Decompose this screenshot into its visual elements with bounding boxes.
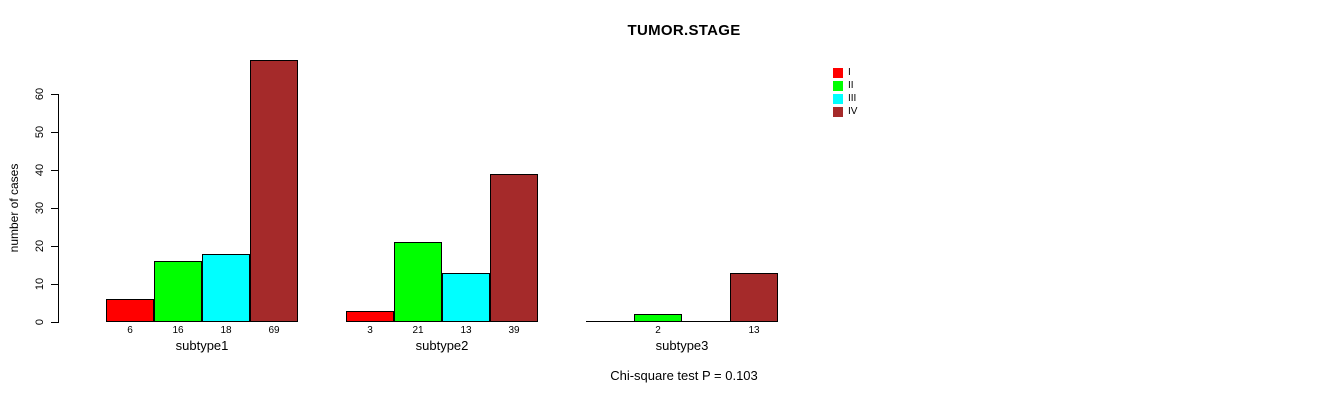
y-axis-tick-label: 30 bbox=[34, 201, 46, 215]
bar-value-label: 21 bbox=[412, 325, 424, 336]
y-axis-tick bbox=[51, 208, 58, 209]
bar-value-label: 16 bbox=[172, 325, 184, 336]
legend-swatch-icon bbox=[833, 80, 843, 91]
category-label-subtype1: subtype1 bbox=[175, 338, 229, 353]
chart-title: TUMOR.STAGE bbox=[627, 22, 741, 39]
bar-IV-subtype3 bbox=[730, 273, 778, 322]
bar-value-label: 69 bbox=[268, 325, 280, 336]
y-axis-tick-label: 60 bbox=[34, 87, 46, 101]
category-label-subtype3: subtype3 bbox=[655, 338, 709, 353]
bar-value-label: 13 bbox=[748, 325, 760, 336]
y-axis-tick-label: 10 bbox=[34, 277, 46, 291]
y-axis-tick bbox=[51, 246, 58, 247]
bar-I-subtype1 bbox=[106, 299, 154, 322]
y-axis-tick bbox=[51, 94, 58, 95]
y-axis-label: number of cases bbox=[7, 163, 21, 253]
legend-row-II: II bbox=[833, 79, 857, 92]
bar-value-label: 39 bbox=[508, 325, 520, 336]
legend-row-IV: IV bbox=[833, 105, 857, 118]
y-axis-tick bbox=[51, 284, 58, 285]
legend-swatch-icon bbox=[833, 93, 843, 104]
y-axis-tick bbox=[51, 322, 58, 323]
bar-II-subtype3 bbox=[634, 314, 682, 322]
legend-row-I: I bbox=[833, 66, 857, 79]
y-axis-tick-label: 0 bbox=[34, 318, 46, 326]
bar-value-label: 13 bbox=[460, 325, 472, 336]
legend-swatch-icon bbox=[833, 67, 843, 78]
y-axis-tick bbox=[51, 132, 58, 133]
legend-label: II bbox=[848, 79, 854, 91]
y-axis-tick bbox=[51, 170, 58, 171]
legend-label: I bbox=[848, 66, 851, 78]
y-axis-tick-label: 50 bbox=[34, 125, 46, 139]
bar-IV-subtype1 bbox=[250, 60, 298, 322]
category-label-subtype2: subtype2 bbox=[415, 338, 469, 353]
legend-row-III: III bbox=[833, 92, 857, 105]
legend: I II III IV bbox=[833, 66, 857, 118]
bar-I-subtype3 bbox=[586, 321, 634, 322]
bar-value-label: 2 bbox=[655, 325, 661, 336]
y-axis-line bbox=[58, 94, 59, 323]
y-axis-tick-label: 20 bbox=[34, 239, 46, 253]
bar-value-label: 18 bbox=[220, 325, 232, 336]
legend-swatch-icon bbox=[833, 106, 843, 117]
bar-III-subtype1 bbox=[202, 254, 250, 322]
bar-II-subtype2 bbox=[394, 242, 442, 322]
legend-label: IV bbox=[848, 105, 858, 117]
bar-I-subtype2 bbox=[346, 311, 394, 322]
bar-II-subtype1 bbox=[154, 261, 202, 322]
bar-III-subtype2 bbox=[442, 273, 490, 322]
bar-value-label: 6 bbox=[127, 325, 133, 336]
chi-square-footnote: Chi-square test P = 0.103 bbox=[610, 368, 758, 383]
bar-value-label: 3 bbox=[367, 325, 373, 336]
legend-label: III bbox=[848, 92, 857, 104]
y-axis-tick-label: 40 bbox=[34, 163, 46, 177]
bar-III-subtype3 bbox=[682, 321, 730, 322]
bar-IV-subtype2 bbox=[490, 174, 538, 322]
